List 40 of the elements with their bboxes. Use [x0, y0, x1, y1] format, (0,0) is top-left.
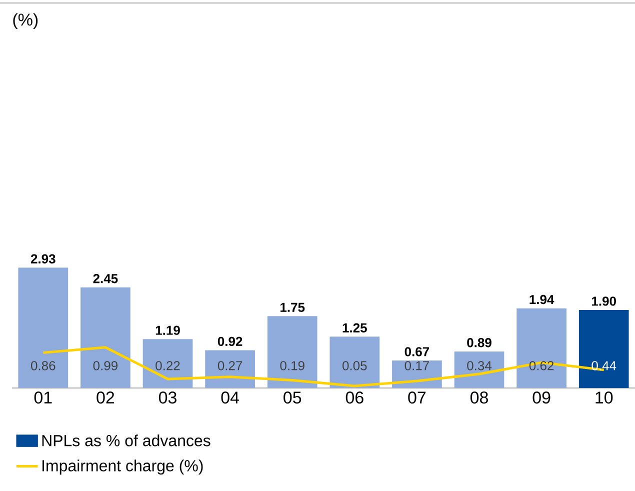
data-label: 0.22 [156, 361, 180, 370]
data-label: 0.67 [404, 347, 430, 356]
x-tick-label: 07 [408, 392, 426, 404]
x-tick-label: 01 [34, 392, 52, 404]
data-label: 1.90 [592, 296, 616, 306]
bar [516, 308, 566, 388]
x-tick-label: 10 [596, 392, 613, 404]
x-tick-label: 09 [532, 392, 550, 404]
x-tick-label: 05 [284, 392, 302, 404]
data-label: 1.19 [156, 326, 180, 335]
data-label: 0.99 [93, 361, 118, 370]
bar [142, 339, 193, 388]
data-label: 1.94 [530, 294, 554, 304]
data-label: 0.19 [280, 361, 304, 370]
x-tick-label: 04 [221, 392, 240, 404]
data-label: 2.93 [30, 254, 56, 264]
data-label: 0.44 [592, 361, 616, 370]
data-label: 1.75 [280, 302, 305, 312]
data-label: 0.86 [31, 361, 56, 370]
bar [18, 268, 68, 388]
data-label: 2.45 [93, 274, 118, 284]
data-label: 0.34 [467, 361, 492, 370]
data-label: 0.92 [218, 336, 242, 346]
data-label: 1.25 [342, 323, 367, 332]
bar [330, 336, 380, 388]
x-tick-label: 03 [158, 392, 176, 404]
data-label: 0.27 [218, 361, 242, 370]
legend-label: NPLs as % of advances [42, 434, 210, 446]
x-tick-label: 08 [470, 392, 488, 404]
x-tick-label: 02 [96, 392, 114, 404]
legend-label: Impairment charge (%) [42, 460, 203, 475]
bar [80, 287, 130, 388]
data-label: 0.17 [404, 361, 429, 370]
data-label: 0.05 [342, 361, 367, 370]
bar [578, 310, 629, 388]
x-tick-label: 06 [346, 392, 364, 404]
bar [205, 350, 255, 388]
text: (%) [13, 13, 38, 30]
bar [267, 316, 318, 388]
data-label: 0.89 [467, 338, 492, 348]
